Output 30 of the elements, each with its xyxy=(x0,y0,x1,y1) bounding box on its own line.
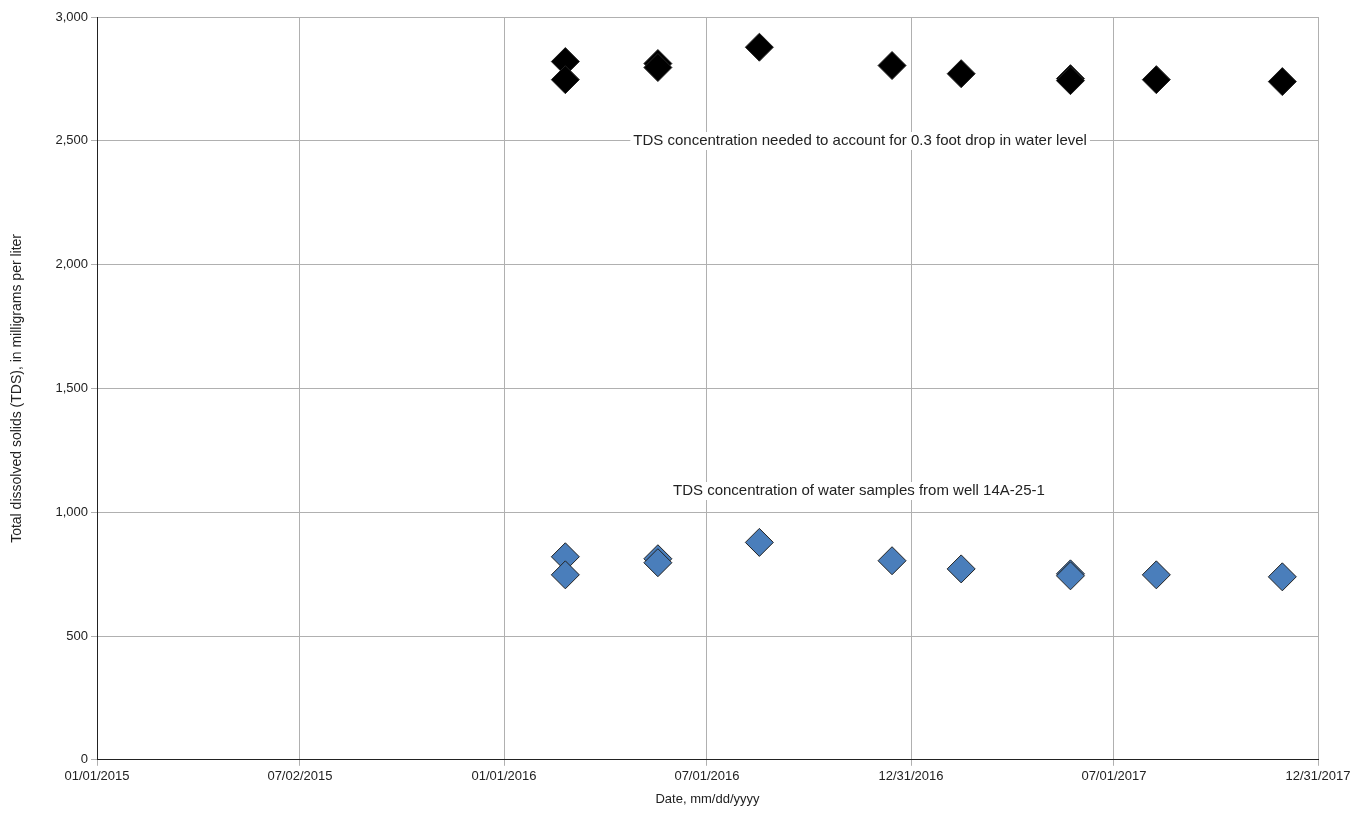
y-tick-label: 0 xyxy=(80,751,88,767)
x-tick-label: 12/31/2016 xyxy=(878,768,944,784)
y-tick-label: 3,000 xyxy=(55,8,88,24)
point xyxy=(550,65,580,95)
point xyxy=(744,32,774,62)
point xyxy=(946,554,976,584)
point xyxy=(744,527,774,557)
point xyxy=(1267,67,1297,97)
point xyxy=(877,546,907,576)
y-tick-label: 1,500 xyxy=(55,379,88,395)
point xyxy=(1141,65,1171,95)
x-tick-label: 07/02/2015 xyxy=(267,768,333,784)
x-tick-label: 07/01/2017 xyxy=(1081,768,1147,784)
annotation: TDS concentration needed to account for 0.3 foot drop in water level xyxy=(633,131,1087,149)
annotation: TDS concentration of water samples from well 14A-25-1 xyxy=(672,481,1045,499)
x-axis-title: Date, mm/dd/yyyy xyxy=(655,790,761,806)
y-axis-title: Total dissolved solids (TDS), in milligrams per liter xyxy=(8,233,25,543)
x-tick-label: 07/01/2016 xyxy=(674,768,740,784)
y-tick-label: 500 xyxy=(66,627,88,643)
y-tick-label: 1,000 xyxy=(55,503,88,519)
y-tick-label: 2,500 xyxy=(55,132,88,148)
y-tick-label: 2,000 xyxy=(55,256,88,272)
point xyxy=(877,51,907,81)
x-tick-label: 12/31/2017 xyxy=(1285,768,1351,784)
x-tick-label: 01/01/2016 xyxy=(471,768,537,784)
point xyxy=(550,560,580,590)
point xyxy=(946,59,976,89)
x-tick-label: 01/01/2015 xyxy=(64,768,130,784)
point xyxy=(1141,560,1171,590)
point xyxy=(1267,562,1297,592)
